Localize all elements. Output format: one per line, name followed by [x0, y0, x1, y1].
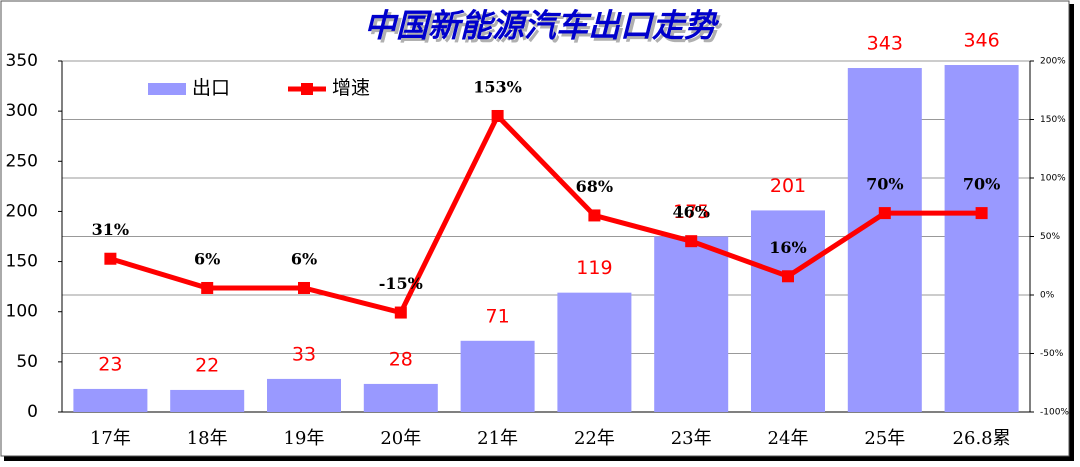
- line-marker: [201, 281, 214, 294]
- line-marker: [588, 209, 601, 222]
- bar-value-label: 33: [292, 343, 316, 365]
- bar: [460, 340, 535, 412]
- x-tick-label: 22年: [574, 428, 615, 449]
- chart-title-shadow: 中国新能源汽车出口走势: [367, 10, 723, 48]
- line-value-label: 31%: [92, 220, 129, 239]
- x-tick-label: 23年: [671, 428, 712, 449]
- line-value-label: 68%: [576, 177, 613, 196]
- legend-label: 出口: [192, 77, 230, 99]
- y-tick-label: 0: [27, 402, 38, 422]
- line-marker: [685, 235, 698, 248]
- bar-value-label: 175: [673, 201, 709, 223]
- legend-label: 增速: [332, 77, 370, 99]
- bar: [751, 210, 825, 412]
- line-marker: [782, 270, 794, 283]
- x-tick-label: 17年: [90, 428, 131, 449]
- y-tick-label: 250: [6, 151, 38, 171]
- line-value-label: 46%: [672, 203, 709, 222]
- x-tick-label: 25年: [864, 428, 905, 449]
- y2-tick-label: 150%: [1040, 115, 1066, 125]
- line-marker: [491, 109, 504, 122]
- bar-value-label: 71: [486, 305, 510, 327]
- y-tick-label: 100: [6, 302, 38, 322]
- bar-value-label: 22: [195, 354, 219, 376]
- bar: [557, 292, 632, 412]
- y-tick-label: 300: [6, 101, 38, 121]
- y-tick-label: 350: [6, 51, 38, 71]
- y2-tick-label: -50%: [1040, 349, 1064, 359]
- line-value-label: 16%: [769, 238, 806, 257]
- bar-value-label: 201: [770, 175, 806, 197]
- line-marker: [975, 207, 988, 220]
- line-value-label: 70%: [866, 175, 903, 194]
- line-marker: [394, 306, 407, 319]
- x-tick-label: 26.8累: [953, 428, 1011, 449]
- bar-value-label: 343: [867, 33, 903, 55]
- bar: [847, 68, 922, 413]
- bar-value-label: 28: [389, 348, 413, 370]
- line-value-label: 70%: [963, 175, 1000, 194]
- line-marker: [298, 281, 310, 294]
- x-tick-label: 24年: [768, 428, 809, 449]
- chart-title: 中国新能源汽车出口走势: [364, 7, 720, 45]
- x-tick-label: 21年: [477, 428, 518, 449]
- line-value-label: 153%: [473, 77, 522, 96]
- line-value-label: -15%: [379, 274, 423, 293]
- line-value-label: 6%: [194, 249, 220, 268]
- x-tick-label: 18年: [187, 428, 228, 449]
- bar: [267, 378, 341, 412]
- bar: [944, 65, 1019, 413]
- bar: [363, 383, 438, 412]
- bar-value-label: 119: [576, 257, 612, 279]
- bar: [654, 236, 729, 412]
- y-tick-label: 50: [16, 352, 38, 372]
- y2-tick-label: 200%: [1040, 57, 1066, 67]
- y2-tick-label: -100%: [1040, 408, 1069, 418]
- line-marker: [878, 207, 891, 220]
- y2-tick-label: 50%: [1040, 232, 1060, 242]
- x-tick-label: 19年: [284, 428, 325, 449]
- line-marker: [104, 252, 117, 265]
- x-tick-label: 20年: [380, 428, 421, 449]
- legend-swatch: [148, 83, 186, 95]
- y2-tick-label: 100%: [1040, 174, 1066, 184]
- legend-swatch: [301, 83, 313, 95]
- bar: [73, 388, 148, 412]
- bar-value-label: 346: [963, 30, 999, 52]
- line-value-label: 6%: [291, 249, 317, 268]
- bar: [170, 389, 245, 412]
- bar-value-label: 23: [98, 353, 122, 375]
- line: [109, 111, 982, 316]
- y-tick-label: 200: [6, 201, 38, 221]
- y-tick-label: 150: [6, 252, 38, 272]
- y2-tick-label: 0%: [1040, 291, 1055, 301]
